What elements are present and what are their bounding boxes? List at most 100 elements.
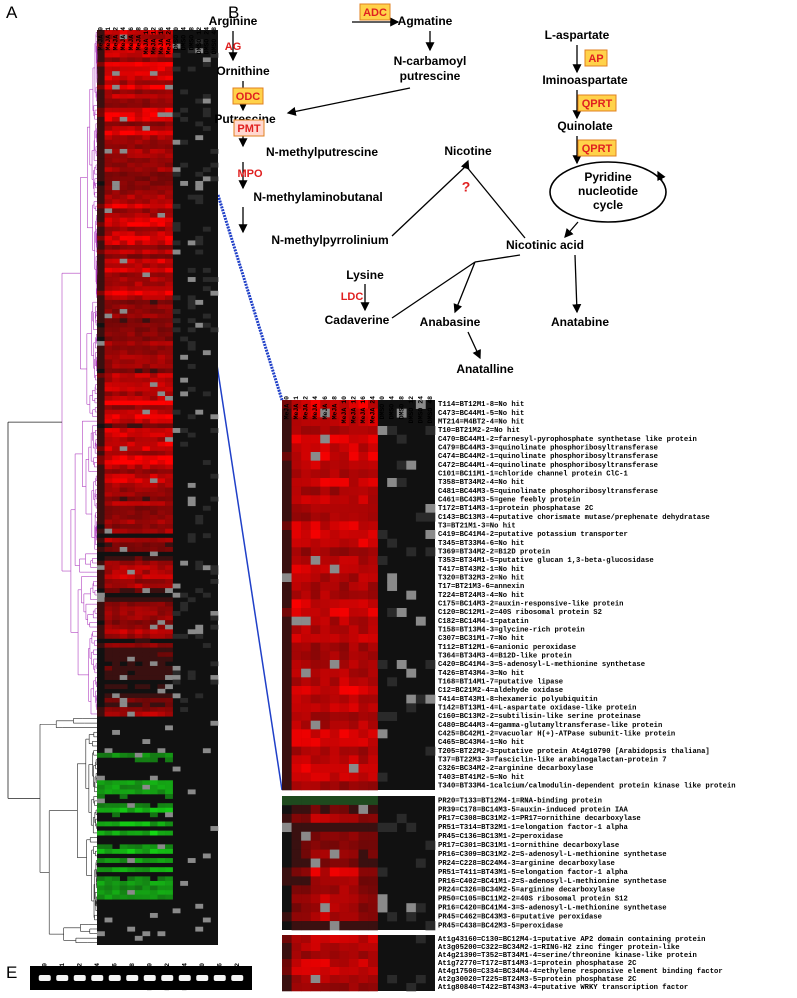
- heatmap-cell: [282, 512, 292, 522]
- heatmap-cell: [104, 304, 113, 310]
- heatmap-cell: [119, 629, 128, 635]
- heatmap-cell: [180, 441, 189, 447]
- heatmap-cell: [377, 867, 388, 877]
- heatmap-cell: [112, 670, 120, 676]
- heatmap-cell: [127, 396, 136, 401]
- heatmap-cell: [134, 514, 143, 520]
- heatmap-cell: [119, 574, 128, 580]
- heatmap-cell: [339, 894, 350, 904]
- gel-band: [178, 975, 191, 981]
- heatmap-cell: [187, 363, 196, 369]
- heatmap-cell: [119, 460, 128, 465]
- heatmap-cell: [119, 52, 128, 58]
- heatmap-cell: [104, 652, 113, 658]
- gene-label: C120=BC12M1-2=40S ribosomal protein S2: [438, 609, 602, 617]
- heatmap-cell: [134, 469, 143, 475]
- heatmap-cell: [157, 597, 166, 603]
- heatmap-cell: [127, 482, 136, 488]
- heatmap-cell: [157, 148, 166, 154]
- heatmap-cell: [202, 917, 211, 923]
- heatmap-cell: [348, 686, 359, 695]
- heatmap-cell: [358, 703, 369, 713]
- heatmap-cell: [310, 556, 321, 565]
- heatmap-cell: [358, 822, 369, 833]
- heatmap-cell: [142, 153, 151, 159]
- heatmap-cell: [165, 272, 173, 278]
- heatmap-cell: [97, 80, 105, 86]
- heatmap-cell: [104, 693, 113, 699]
- heatmap-cell: [320, 521, 331, 531]
- heatmap-cell: [157, 190, 166, 195]
- heatmap-cell: [358, 530, 369, 539]
- gene-label: C326=BC34M2-2=arginine decarboxylase: [438, 765, 593, 773]
- heatmap-cell: [348, 573, 359, 583]
- heatmap-cell: [149, 336, 158, 342]
- heatmap-cell: [134, 299, 143, 305]
- heatmap-cell: [301, 822, 311, 833]
- heatmap-cell: [97, 203, 105, 209]
- heatmap-cell: [104, 414, 113, 420]
- heatmap-cell: [291, 634, 302, 643]
- heatmap-cell: [142, 588, 151, 594]
- heatmap-cell: [112, 684, 120, 690]
- heatmap-cell: [180, 633, 189, 639]
- heatmap-cell: [142, 702, 151, 708]
- heatmap-cell: [320, 478, 331, 487]
- heatmap-cell: [104, 373, 113, 378]
- heatmap-cell: [358, 876, 369, 886]
- heatmap-cell: [104, 98, 113, 104]
- heatmap-cell: [134, 428, 143, 433]
- heatmap-cell: [112, 254, 120, 260]
- heatmap-cell: [104, 377, 113, 383]
- heatmap-cell: [348, 796, 359, 806]
- heatmap-cell: [149, 912, 158, 918]
- enzyme-box: [577, 139, 617, 157]
- heatmap-cell: [320, 400, 331, 409]
- heatmap-cell: [301, 486, 311, 496]
- heatmap-cell: [339, 755, 350, 765]
- heatmap-cell: [165, 624, 173, 630]
- heatmap-cell: [291, 738, 302, 747]
- heatmap-cell: [112, 537, 120, 543]
- heatmap-cell: [104, 43, 113, 49]
- heatmap-cell: [142, 830, 151, 836]
- heatmap-cell: [97, 501, 105, 507]
- heatmap-cell: [127, 455, 136, 461]
- heatmap-cell: [97, 807, 105, 813]
- heatmap-cell: [358, 634, 369, 643]
- heatmap-cell: [282, 677, 292, 687]
- heatmap-cell: [165, 405, 173, 411]
- heatmap-cell: [301, 876, 311, 886]
- heatmap-cell: [134, 867, 143, 873]
- heatmap-cell: [157, 203, 166, 209]
- heatmap-cell: [310, 840, 321, 850]
- heatmap-cell: [112, 217, 120, 223]
- heatmap-cell: [112, 707, 120, 712]
- heatmap-cell: [165, 784, 173, 790]
- heatmap-cell: [291, 582, 302, 591]
- heatmap-cell: [112, 263, 120, 269]
- heatmap-cell: [142, 455, 151, 461]
- heatmap-cell: [97, 428, 105, 433]
- heatmap-cell: [157, 245, 166, 250]
- heatmap-cell: [97, 112, 105, 118]
- heatmap-cell: [157, 368, 166, 374]
- heatmap-cell: [97, 254, 105, 260]
- heatmap-cell: [368, 564, 378, 574]
- heatmap-cell: [104, 894, 113, 900]
- heatmap-cell: [127, 112, 136, 118]
- heatmap-cell: [368, 582, 378, 591]
- heatmap-cell: [291, 642, 302, 652]
- heatmap-cell: [119, 331, 128, 337]
- heatmap-cell: [157, 629, 166, 635]
- heatmap-cell: [301, 840, 311, 850]
- heatmap-cell: [339, 582, 350, 591]
- heatmap-cell: [310, 599, 321, 609]
- heatmap-cell: [97, 148, 105, 154]
- heatmap-cell: [180, 391, 189, 397]
- heatmap-cell: [142, 615, 151, 621]
- heatmap-cell: [142, 482, 151, 488]
- heatmap-cell: [142, 514, 151, 520]
- heatmap-cell: [320, 959, 331, 968]
- column-label: MeJA 6: [128, 27, 135, 51]
